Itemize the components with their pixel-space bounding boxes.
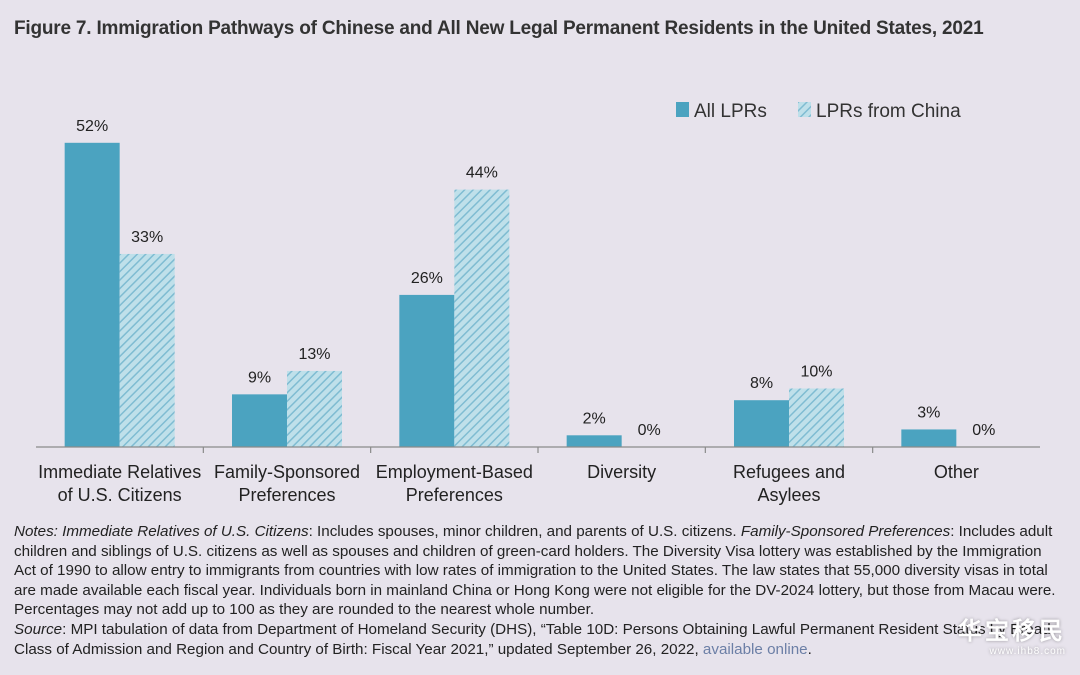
category-label: Preferences (406, 485, 503, 505)
source-text: : MPI tabulation of data from Department… (14, 620, 1051, 658)
legend-swatch-all-lprs (676, 102, 689, 117)
data-label: 0% (972, 422, 995, 439)
source-label: Source (14, 620, 63, 638)
data-label: 52% (76, 118, 108, 135)
bar-all-lprs (399, 294, 455, 447)
notes-ir-text: : Includes spouses, minor children, and … (308, 523, 737, 540)
legend-label: All LPRs (694, 101, 767, 122)
chart-legend: All LPRs LPRs from China (676, 101, 961, 122)
category-label: Asylees (757, 485, 820, 505)
chart-title: Figure 7. Immigration Pathways of Chines… (14, 18, 984, 39)
notes-ir-term: Immediate Relatives of U.S. Citizens (62, 523, 309, 540)
bar-all-lprs (901, 429, 957, 447)
notes-label: Notes: (14, 523, 58, 540)
category-label: of U.S. Citizens (58, 485, 182, 505)
bar-lprs-from-china (789, 388, 844, 447)
data-label: 13% (298, 346, 330, 363)
data-label: 0% (638, 422, 661, 439)
legend-swatch-lprs-from-china (798, 102, 811, 117)
bar-lprs-from-china (454, 189, 510, 447)
source-end: . (807, 640, 812, 658)
bar-all-lprs (566, 435, 622, 447)
bar-all-lprs (64, 142, 120, 448)
category-label: Immediate Relatives (38, 462, 201, 482)
data-label: 33% (131, 229, 163, 246)
bar-lprs-from-china (287, 370, 342, 447)
chart-bars: 52% 33% 9% 13% 26% 44% 2% 0% 8% 10% 3% 0% (64, 118, 995, 448)
legend-label: LPRs from China (816, 101, 961, 122)
bar-all-lprs (232, 394, 287, 447)
data-label: 9% (248, 369, 271, 386)
bar-chart: All LPRs LPRs from China 52% 33% 9% 13% 26% 44… (36, 101, 1040, 505)
bar-all-lprs (734, 400, 789, 447)
bar-lprs-from-china (119, 253, 175, 447)
category-label: Family-Sponsored (214, 462, 360, 482)
notes-fs-text: : Includes adult children and siblings o… (14, 523, 1056, 619)
category-label: Diversity (587, 462, 656, 482)
data-label: 3% (917, 404, 940, 421)
data-label: 26% (411, 270, 443, 287)
data-label: 44% (466, 165, 498, 182)
watermark-logo-text: 华宝移民 (958, 618, 1066, 645)
category-label: Employment-Based (376, 462, 533, 482)
x-axis: Immediate Relatives of U.S. Citizens Famil… (36, 446, 1040, 505)
notes-fs-term: Family-Sponsored Preferences (740, 523, 951, 540)
category-label: Refugees and (733, 462, 845, 482)
available-online-link[interactable]: available online (702, 640, 808, 658)
watermark: 华宝移民 www.ihb8.com (958, 611, 1066, 657)
category-label: Other (934, 462, 979, 482)
data-label: 8% (750, 375, 773, 392)
data-label: 10% (800, 364, 832, 381)
data-label: 2% (583, 410, 606, 427)
chart-notes: Notes: Immediate Relatives of U.S. Citiz… (14, 522, 1064, 659)
watermark-url: www.ihb8.com (989, 646, 1066, 657)
category-label: Preferences (238, 485, 335, 505)
